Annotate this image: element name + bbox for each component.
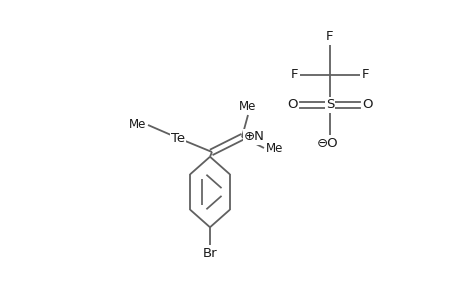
Text: ⊕N: ⊕N (243, 130, 264, 143)
Text: Me: Me (239, 100, 256, 113)
Text: S: S (325, 98, 333, 112)
Text: Te: Te (171, 131, 185, 145)
Text: O: O (361, 98, 372, 112)
Text: Br: Br (202, 247, 217, 260)
Text: O: O (287, 98, 297, 112)
Text: Me: Me (129, 118, 146, 131)
Text: Me: Me (265, 142, 283, 154)
Text: F: F (361, 68, 369, 82)
Text: F: F (290, 68, 297, 82)
Text: F: F (325, 30, 333, 43)
Text: ⊖O: ⊖O (317, 137, 338, 150)
